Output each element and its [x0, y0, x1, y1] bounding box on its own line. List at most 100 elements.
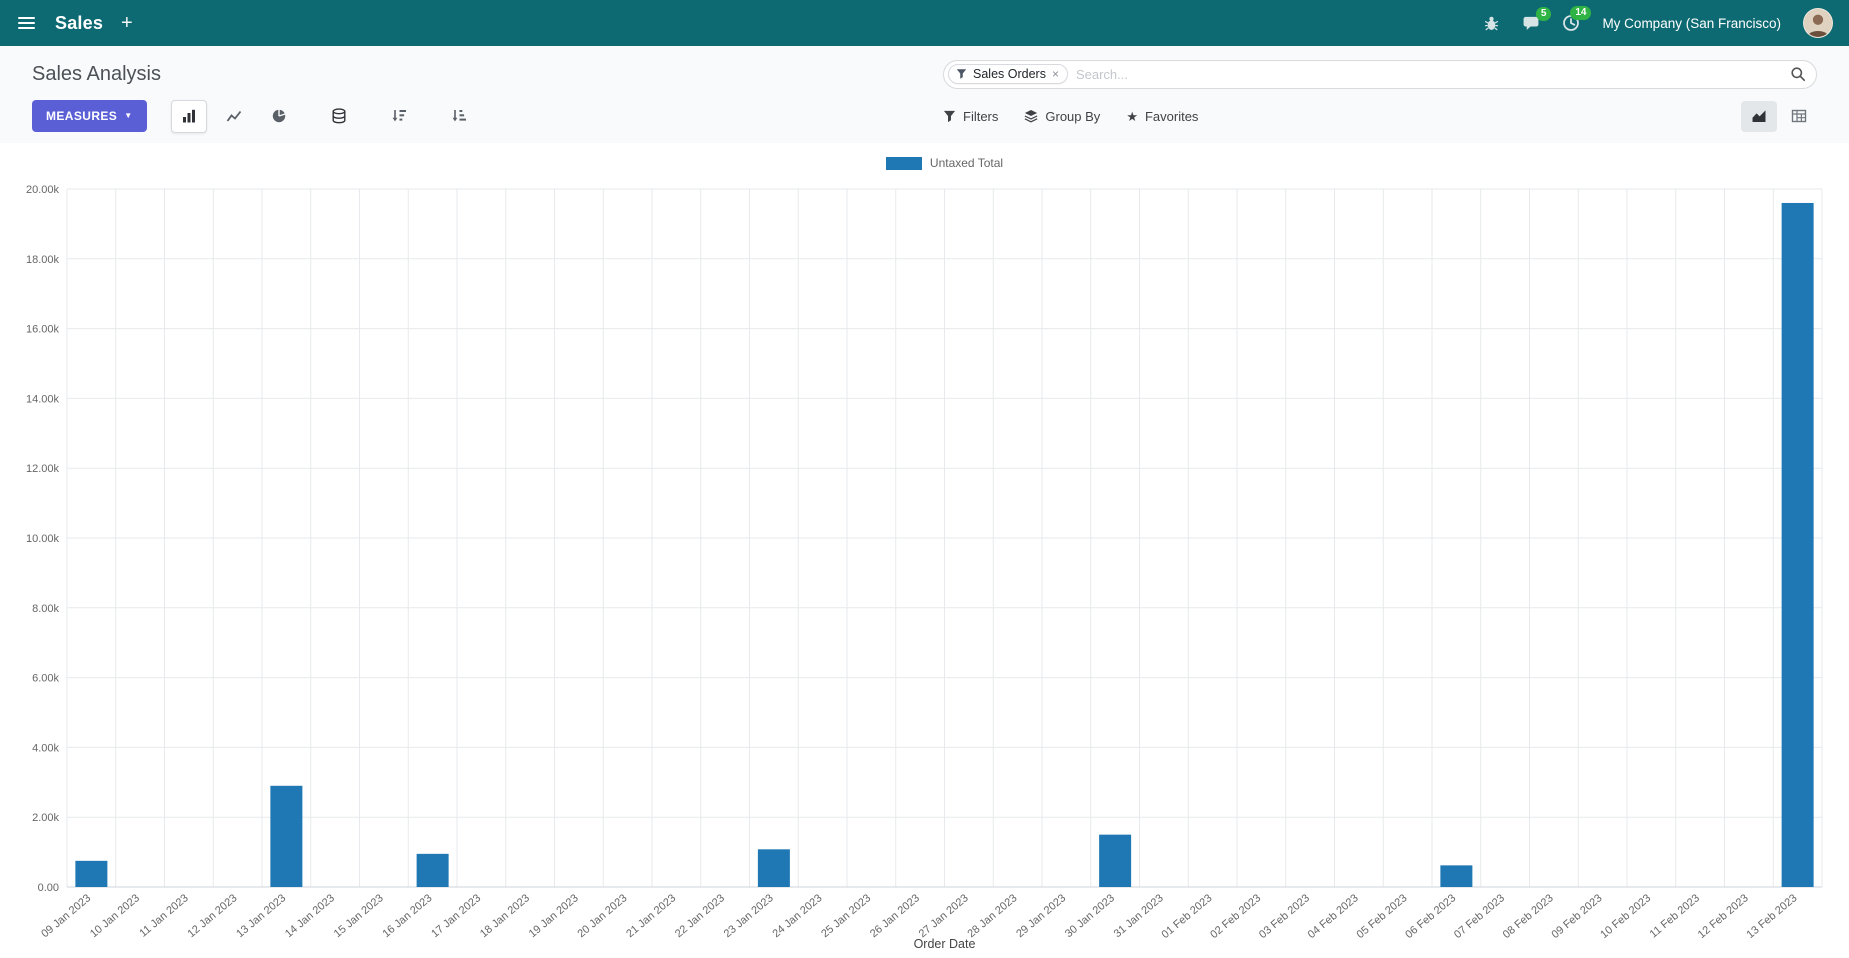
chart-legend[interactable]: Untaxed Total [67, 156, 1822, 170]
y-tick-label: 16.00k [26, 324, 60, 336]
measures-button[interactable]: MEASURES ▼ [32, 100, 147, 132]
sort-descending-button[interactable] [381, 100, 417, 133]
x-tick-label: 12 Feb 2023 [1696, 892, 1751, 941]
bar-13 Feb 2023[interactable] [1781, 202, 1814, 888]
favorites-label: Favorites [1144, 108, 1199, 124]
x-tick-label: 11 Feb 2023 [1648, 892, 1702, 940]
x-tick-label: 14 Jan 2023 [283, 892, 337, 940]
bug-icon[interactable] [1483, 15, 1500, 32]
funnel-icon [956, 69, 967, 79]
x-tick-label: 27 Jan 2023 [917, 892, 971, 940]
bar-30 Jan 2023[interactable] [1099, 834, 1132, 887]
search-bar[interactable]: Sales Orders × [943, 59, 1817, 89]
sort-ascending-button[interactable] [441, 100, 477, 133]
pie-chart-button[interactable] [261, 100, 297, 133]
caret-down-icon: ▼ [124, 111, 133, 120]
sort-ascending-icon [452, 110, 466, 122]
x-tick-label: 15 Jan 2023 [332, 892, 386, 940]
graph-view-button[interactable] [1741, 100, 1777, 132]
legend-label: Untaxed Total [929, 156, 1004, 170]
y-tick-label: 10.00k [26, 533, 60, 545]
bar-16 Jan 2023[interactable] [416, 853, 449, 887]
x-tick-label: 20 Jan 2023 [575, 892, 629, 940]
area-chart-icon [1752, 110, 1766, 122]
search-facet[interactable]: Sales Orders × [948, 64, 1068, 84]
avatar-image [1804, 9, 1832, 37]
search-input[interactable] [1075, 66, 1782, 82]
bar-06 Feb 2023[interactable] [1440, 865, 1473, 887]
x-tick-label: 18 Jan 2023 [478, 892, 532, 940]
x-tick-label: 02 Feb 2023 [1208, 892, 1263, 941]
search-icon[interactable] [1790, 66, 1806, 82]
x-tick-label: 28 Jan 2023 [965, 892, 1019, 940]
x-tick-label: 10 Feb 2023 [1598, 892, 1653, 941]
bar-09 Jan 2023[interactable] [75, 860, 108, 887]
pivot-view-button[interactable] [1781, 101, 1817, 132]
chart-type-group [170, 99, 297, 133]
sort-descending-icon [392, 110, 406, 122]
x-tick-label: 13 Jan 2023 [234, 892, 288, 940]
y-tick-label: 12.00k [26, 463, 60, 475]
x-tick-label: 05 Feb 2023 [1355, 892, 1410, 941]
x-tick-label: 08 Feb 2023 [1501, 892, 1556, 941]
line-chart-button[interactable] [216, 100, 252, 133]
x-tick-label: 17 Jan 2023 [429, 892, 483, 940]
star-icon: ★ [1126, 108, 1138, 124]
bug-icon-glyph [1485, 16, 1499, 30]
x-tick-label: 12 Jan 2023 [185, 892, 239, 940]
stacked-toggle-button[interactable] [321, 100, 357, 133]
x-tick-label: 26 Jan 2023 [868, 892, 922, 940]
x-tick-label: 22 Jan 2023 [673, 892, 727, 940]
user-avatar[interactable] [1803, 8, 1833, 38]
app-name[interactable]: Sales [55, 12, 104, 33]
y-tick-label: 8.00k [32, 603, 59, 615]
chart-canvas[interactable]: 0.00 2.00k 4.00k 6.00k 8.00k 10.00k 12.00k 14.0… [0, 143, 1849, 958]
sales-analysis-chart[interactable]: Untaxed Total 0.00 2.00k 4.00k 6.00k 8.00k 10… [0, 143, 1849, 958]
favorites-button[interactable]: ★ Favorites [1126, 109, 1198, 124]
bar-23 Jan 2023[interactable] [757, 849, 790, 887]
apps-menu-icon[interactable] [16, 13, 37, 33]
control-panel: Sales Analysis Sales Orders × MEASURES ▼ [0, 46, 1849, 143]
bar-13 Jan 2023[interactable] [270, 785, 303, 887]
y-tick-label: 4.00k [32, 742, 59, 754]
company-menu[interactable]: My Company (San Francisco) [1602, 15, 1781, 31]
x-tick-label: 03 Feb 2023 [1257, 892, 1312, 941]
y-tick-label: 6.00k [32, 673, 59, 685]
facet-remove-icon[interactable]: × [1051, 67, 1059, 81]
x-axis-title: Order Date [913, 937, 976, 951]
bar-chart-icon [182, 109, 195, 123]
x-tick-label: 29 Jan 2023 [1014, 892, 1068, 940]
measures-label: MEASURES [46, 109, 118, 123]
activities-icon[interactable]: 14 [1562, 6, 1592, 32]
x-tick-label: 11 Jan 2023 [137, 892, 190, 940]
x-tick-label: 13 Feb 2023 [1745, 892, 1800, 941]
y-tick-label: 0.00 [38, 882, 59, 894]
x-tick-label: 09 Jan 2023 [39, 892, 93, 940]
pivot-table-icon [1791, 109, 1807, 123]
x-tick-label: 30 Jan 2023 [1063, 892, 1117, 940]
x-tick-label: 01 Feb 2023 [1160, 892, 1215, 941]
group-by-label: Group By [1045, 108, 1101, 124]
x-tick-label: 25 Jan 2023 [819, 892, 873, 940]
x-tick-label: 19 Jan 2023 [527, 892, 581, 940]
x-tick-label: 06 Feb 2023 [1403, 892, 1458, 941]
y-tick-label: 18.00k [26, 254, 60, 266]
page-title: Sales Analysis [32, 62, 161, 85]
filters-button[interactable]: Filters [943, 109, 998, 124]
messages-icon[interactable]: 5 [1522, 6, 1552, 32]
view-switcher [1741, 100, 1817, 132]
search-options: Filters Group By ★ Favorites [943, 109, 1198, 124]
x-tick-label: 09 Feb 2023 [1550, 892, 1605, 941]
stacked-database-icon [332, 108, 346, 124]
pie-chart-icon [272, 109, 285, 123]
y-tick-label: 14.00k [26, 393, 60, 405]
chat-bubble-icon [1524, 16, 1539, 30]
group-by-button[interactable]: Group By [1024, 109, 1100, 124]
x-tick-label: 07 Feb 2023 [1452, 892, 1507, 941]
x-tick-label: 04 Feb 2023 [1306, 892, 1361, 941]
bar-chart-button[interactable] [170, 99, 207, 133]
plus-button[interactable]: + [121, 12, 133, 34]
facet-label: Sales Orders [973, 67, 1046, 81]
line-chart-icon [226, 110, 241, 122]
messages-badge: 5 [1535, 6, 1552, 21]
